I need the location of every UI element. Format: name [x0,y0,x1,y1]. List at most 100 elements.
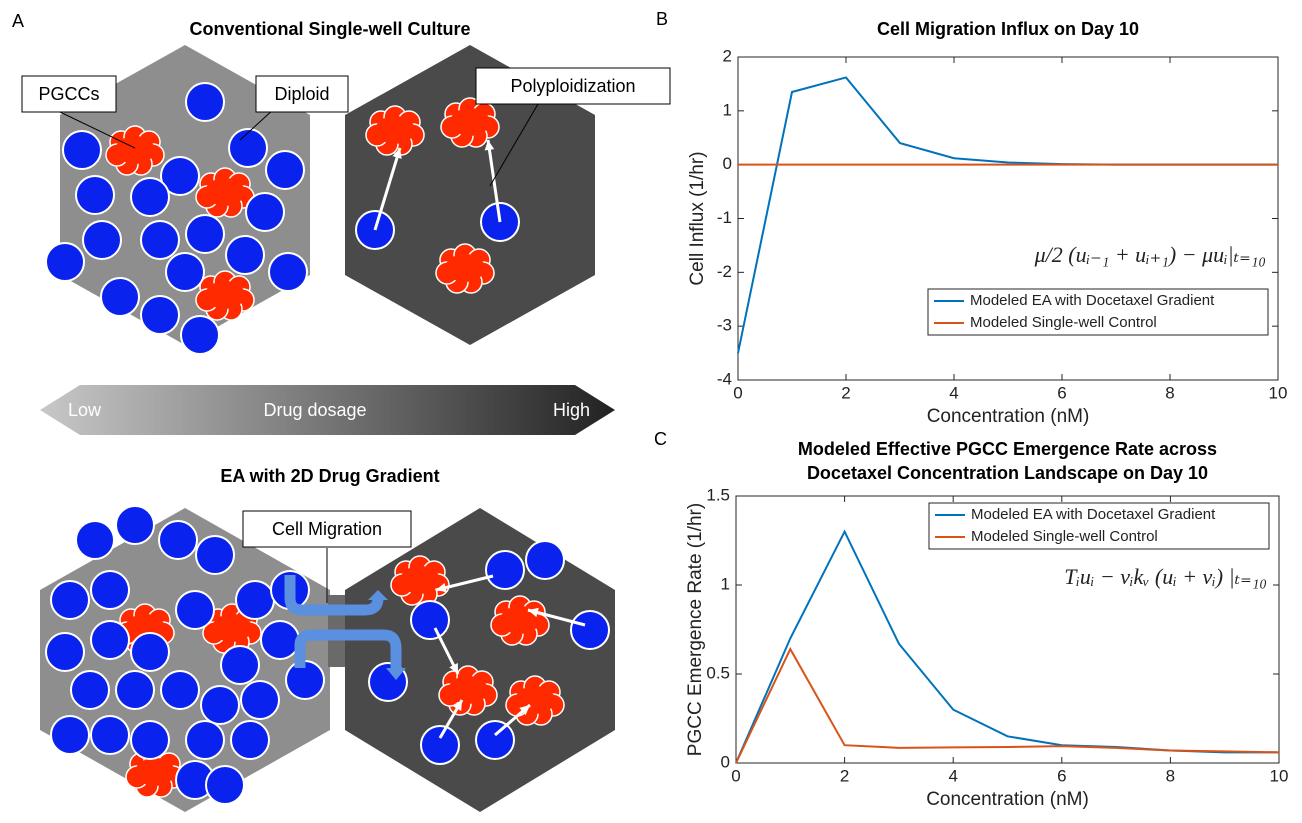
y-tick-label: 0.5 [706,663,730,682]
diploid [159,521,197,559]
diploid [206,766,244,804]
diploid [241,681,279,719]
diploid [236,581,274,619]
legend-entry: Modeled Single-well Control [971,528,1158,545]
diploid [226,236,264,274]
diploid [176,591,214,629]
diploid [196,536,234,574]
x-tick-label: 10 [1269,383,1288,402]
pgcc-core [400,566,440,594]
diploid [181,316,219,354]
callout: Polyploidization [510,76,635,96]
diploid [476,721,514,759]
legend-entry: Modeled Single-well Control [970,314,1157,331]
dose-low: Low [68,400,102,420]
pgcc-core [445,254,485,282]
diploid [101,278,139,316]
diploid [83,221,121,259]
diploid [266,151,304,189]
panel-label: B [656,9,668,29]
panel-a: A Conventional Single-well Culture Low D… [12,11,670,812]
diploid [46,243,84,281]
x-tick-label: 10 [1270,766,1289,785]
callout: Cell Migration [272,519,382,539]
x-tick-label: 2 [840,766,849,785]
y-tick-label: 1 [721,574,730,593]
y-tick-label: 2 [723,46,732,65]
pgcc-core [135,758,175,786]
panel-label: C [654,429,667,449]
y-tick-label: -4 [717,369,732,388]
diploid [116,671,154,709]
diploid [421,726,459,764]
x-tick-label: 2 [841,383,850,402]
panel-title: Conventional Single-well Culture [189,19,470,39]
chart: C Modeled Effective PGCC Emergence Rate a… [654,429,1288,810]
y-tick-label: -3 [717,316,732,335]
diploid [91,571,129,609]
well-high [345,508,615,812]
diploid [221,646,259,684]
diploid [229,129,267,167]
diploid [76,176,114,214]
legend-entry: Modeled EA with Docetaxel Gradient [971,506,1216,523]
x-axis-label: Concentration (nM) [926,789,1089,810]
y-tick-label: 1.5 [706,485,730,504]
legend-entry: Modeled EA with Docetaxel Gradient [970,292,1215,309]
pgcc-core [515,686,555,714]
diploid [91,716,129,754]
diploid [116,506,154,544]
diploid [411,601,449,639]
diploid [51,581,89,619]
callout: Diploid [274,84,329,104]
panel-label: A [12,11,24,31]
diploid [141,221,179,259]
x-tick-label: 6 [1057,383,1066,402]
diploid [46,633,84,671]
callout: PGCCs [38,84,99,104]
diploid [526,541,564,579]
chart-title: Modeled Effective PGCC Emergence Rate ac… [798,439,1217,459]
chart-title: Docetaxel Concentration Landscape on Day… [807,463,1208,483]
pgcc-core [115,136,155,164]
pgcc-core [212,614,252,642]
pgcc-core [450,108,490,136]
y-axis-label: PGCC Emergence Rate (1/hr) [685,503,706,756]
diploid [91,621,129,659]
diploid [186,83,224,121]
diploid [186,215,224,253]
diploid [166,253,204,291]
pgcc-core [448,676,488,704]
equation: μ/2 (uᵢ₋₁ + uᵢ₊₁) − μuᵢ|ₜ₌₁₀ [1034,242,1266,267]
diploid [231,721,269,759]
x-tick-label: 8 [1166,766,1175,785]
diploid [571,611,609,649]
diploid [71,671,109,709]
diploid [261,621,299,659]
x-tick-label: 8 [1165,383,1174,402]
x-tick-label: 0 [733,383,742,402]
dose-label: Drug dosage [263,400,366,420]
x-tick-label: 0 [731,766,740,785]
diploid [131,721,169,759]
dose-high: High [553,400,590,420]
y-tick-label: 1 [723,100,732,119]
y-axis-label: Cell Influx (1/hr) [687,151,708,285]
y-tick-label: -1 [717,208,732,227]
x-tick-label: 6 [1057,766,1066,785]
diploid [161,671,199,709]
x-axis-label: Concentration (nM) [927,406,1090,427]
y-tick-label: 0 [721,752,730,771]
pgcc-core [205,281,245,309]
panel-title: EA with 2D Drug Gradient [220,466,439,486]
y-tick-label: 0 [723,154,732,173]
pgcc-core [205,178,245,206]
figure: A Conventional Single-well Culture Low D… [0,0,1302,823]
diploid [131,633,169,671]
diploid [486,551,524,589]
diploid [63,131,101,169]
diploid [201,686,239,724]
diploid [131,178,169,216]
